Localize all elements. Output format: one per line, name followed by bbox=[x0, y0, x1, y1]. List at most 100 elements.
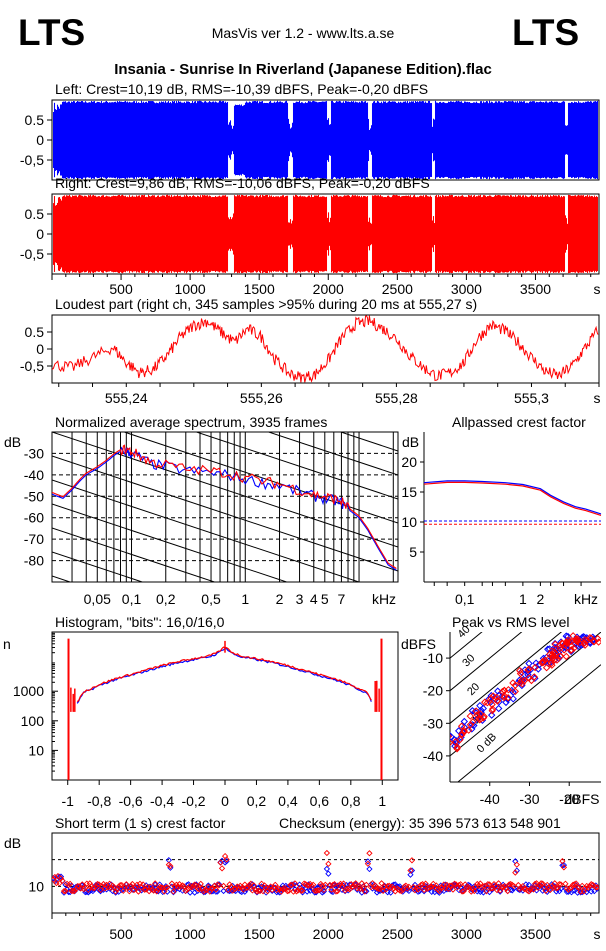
x-tick-label: 2500 bbox=[382, 281, 413, 297]
x-tick-label: -20 bbox=[559, 791, 579, 807]
peak-rms-right bbox=[504, 685, 513, 694]
short-crest-right bbox=[95, 881, 103, 888]
x-tick-label: 500 bbox=[109, 926, 133, 942]
short-crest-right bbox=[363, 881, 370, 888]
loudest-title: Loudest part (right ch, 345 samples >95%… bbox=[55, 296, 477, 312]
y-tick-label: -50 bbox=[24, 488, 44, 504]
peak-rms-right bbox=[551, 640, 559, 648]
short-crest-right bbox=[173, 881, 180, 888]
peak-rms-right bbox=[550, 648, 558, 656]
short-crest-left bbox=[588, 888, 595, 895]
plots: Left: Crest=10,19 dB, RMS=-10,39 dBFS, P… bbox=[3, 81, 602, 942]
x-tick-label: 555,24 bbox=[105, 390, 148, 406]
y-tick-label: 10 bbox=[28, 742, 44, 758]
slope-line bbox=[52, 455, 398, 572]
y-tick-label: 5 bbox=[409, 544, 417, 560]
short-crest-right bbox=[299, 887, 306, 894]
x-tick-label: 1500 bbox=[244, 926, 275, 942]
short-crest-right bbox=[59, 877, 66, 884]
short-crest-right bbox=[551, 880, 558, 887]
short-crest-right bbox=[574, 884, 581, 891]
short-crest-right bbox=[133, 881, 141, 888]
peak-rms-right bbox=[539, 657, 547, 666]
peak-rms-right bbox=[453, 745, 461, 753]
short-crest-right bbox=[449, 886, 457, 893]
short-crest-right bbox=[475, 882, 482, 889]
slope-line bbox=[52, 672, 398, 787]
short-crest-right bbox=[117, 882, 124, 889]
x-tick-label: 1000 bbox=[175, 926, 206, 942]
short-crest-right bbox=[129, 880, 136, 888]
peak-rms-right bbox=[567, 642, 576, 650]
peak-rms-right bbox=[562, 652, 570, 661]
peak-rms-right bbox=[549, 652, 558, 660]
short-crest-right bbox=[86, 880, 93, 887]
peak-rms-left bbox=[495, 704, 503, 713]
y-label: dB bbox=[402, 434, 419, 450]
x-tick-label: -0,8 bbox=[87, 793, 111, 809]
peak-rms-right bbox=[453, 743, 462, 751]
short-crest-right bbox=[308, 882, 315, 890]
short-crest-right bbox=[66, 880, 74, 887]
short-crest-right bbox=[217, 859, 224, 866]
short-crest-right bbox=[407, 867, 414, 874]
short-crest-right bbox=[209, 885, 217, 892]
x-tick-label: 2000 bbox=[313, 281, 344, 297]
short-crest-right bbox=[310, 881, 317, 888]
short-crest-right bbox=[366, 850, 373, 857]
short-crest-right bbox=[98, 883, 106, 890]
peak-rms-right bbox=[542, 663, 551, 672]
crest-left bbox=[423, 480, 602, 515]
app-title: MasVis ver 1.2 - www.lts.a.se bbox=[212, 25, 395, 41]
peak-rms-left bbox=[532, 659, 540, 667]
short-crest-left bbox=[577, 889, 584, 896]
x-tick-label: 1 bbox=[519, 591, 527, 607]
short-crest-right bbox=[52, 873, 59, 881]
short-crest-right bbox=[107, 884, 115, 891]
short-crest-left bbox=[563, 888, 571, 896]
y-label: dBFS bbox=[401, 636, 436, 652]
short-crest-right bbox=[545, 884, 552, 891]
short-crest-right bbox=[224, 886, 232, 894]
peak-rms-right bbox=[530, 673, 539, 681]
y-tick-label: -0,5 bbox=[20, 246, 44, 262]
y-label: n bbox=[3, 636, 11, 652]
peak-rms-right bbox=[473, 711, 481, 719]
short-crest-right bbox=[458, 888, 466, 895]
short-crest-left bbox=[161, 885, 168, 892]
short-crest-right bbox=[220, 882, 227, 890]
short-crest-right bbox=[512, 869, 519, 876]
short-crest-right bbox=[454, 884, 461, 891]
short-crest-right bbox=[275, 885, 282, 892]
peak-rms-right bbox=[487, 694, 495, 702]
peak-rms-right bbox=[531, 663, 539, 672]
short-crest-right bbox=[297, 887, 305, 894]
y-tick-label: -80 bbox=[24, 553, 44, 569]
slope-line bbox=[52, 503, 289, 582]
x-unit: s bbox=[594, 390, 601, 406]
peak-rms-right bbox=[575, 639, 584, 647]
short-crest-right bbox=[457, 881, 464, 888]
short-crest-right bbox=[215, 882, 223, 889]
short-crest-left bbox=[262, 889, 270, 896]
short-crest-right bbox=[334, 887, 341, 895]
x-tick-label: 1000 bbox=[175, 281, 206, 297]
peak-rms-right bbox=[560, 646, 568, 654]
x-tick-label: 3000 bbox=[451, 281, 482, 297]
x-unit: kHz bbox=[574, 591, 598, 607]
x-tick-label: 0 bbox=[221, 793, 229, 809]
x-tick-label: -0,6 bbox=[119, 793, 143, 809]
short-crest-right bbox=[300, 880, 308, 887]
short-crest-right bbox=[376, 885, 384, 893]
short-crest-right bbox=[579, 882, 586, 889]
x-tick-label: 1 bbox=[378, 793, 386, 809]
peak-rms-left bbox=[509, 688, 517, 696]
short-crest-right bbox=[420, 886, 428, 894]
slope-line bbox=[194, 432, 398, 500]
x-tick-label: 1 bbox=[241, 591, 249, 607]
short-crest-right bbox=[273, 886, 280, 894]
short-crest-right bbox=[487, 885, 495, 892]
peak-rms-right bbox=[483, 699, 492, 707]
x-tick-label: 0,4 bbox=[278, 793, 298, 809]
